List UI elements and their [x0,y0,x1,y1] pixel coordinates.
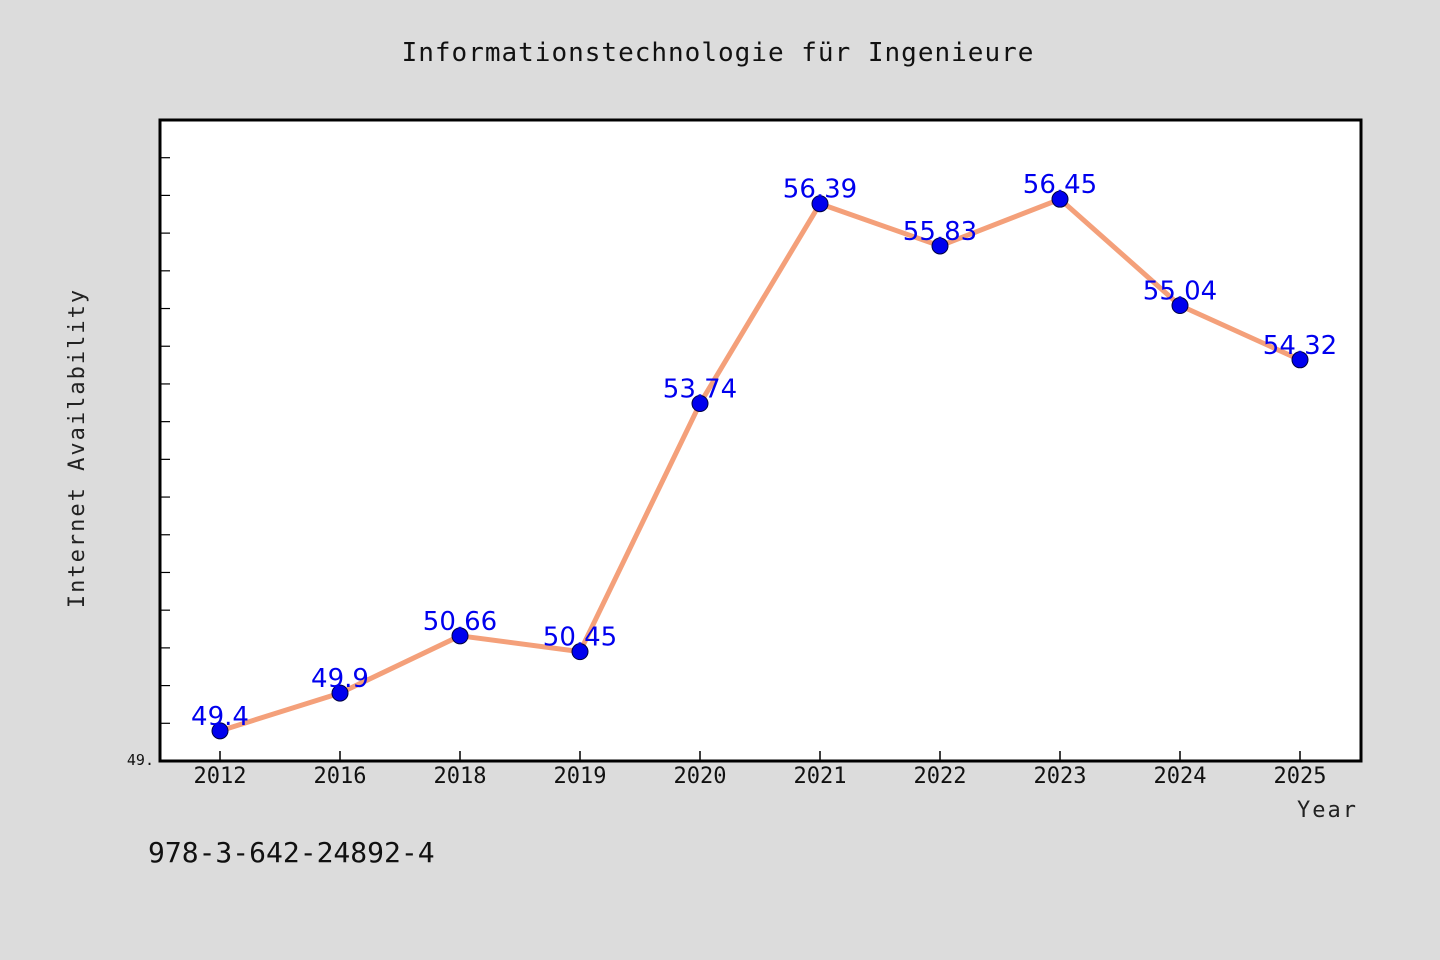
data-label: 50.45 [543,623,617,653]
data-label: 53.74 [663,375,737,405]
x-tick-label: 2025 [1274,764,1327,789]
data-point [331,684,349,702]
y-axis-label: Internet Availability [65,288,90,608]
data-label: 55.83 [903,217,977,247]
x-axis-label: Year [1297,798,1358,823]
x-tick-label: 2018 [434,764,487,789]
data-label: 54.32 [1263,331,1337,361]
data-label: 49.9 [311,664,369,694]
data-label: 56.45 [1023,170,1097,200]
data-point [691,395,709,413]
plot-area [158,118,1363,763]
x-tick-label: 2019 [554,764,607,789]
y-axis-tick-labels: 49. [127,751,154,769]
data-point [1171,297,1189,315]
data-label: 50.66 [423,607,497,637]
x-tick-label: 2023 [1034,764,1087,789]
data-label: 49.4 [191,702,249,732]
chart-title: Informationstechnologie für Ingenieure [402,38,1035,68]
data-label: 55.04 [1143,277,1217,307]
x-axis-ticks [219,751,1301,761]
series-line [219,196,1302,734]
x-tick-label: 2022 [914,764,967,789]
data-label: 56.39 [783,175,857,205]
x-tick-label: 2016 [314,764,367,789]
data-point [1291,351,1309,369]
series-markers [211,190,1309,740]
data-point [571,643,589,661]
data-point [1051,190,1069,208]
x-tick-label: 2021 [794,764,847,789]
data-point [211,722,229,740]
x-axis-tick-labels: 2012 2016 2018 2019 2020 2021 2022 2023 2024 2025 [194,764,1327,789]
isbn-footer: 978-3-642-24892-4 [148,836,435,869]
data-labels: 49.4 49.9 50.66 50.45 53.74 56.39 55.83 56.45 55… [191,170,1337,732]
data-point [811,195,829,213]
y-tick-label: 49. [127,751,154,769]
x-tick-label: 2020 [674,764,727,789]
y-axis-ticks [160,119,170,762]
x-tick-label: 2024 [1154,764,1207,789]
data-point [451,627,469,645]
x-tick-label: 2012 [194,764,247,789]
data-point [931,237,949,255]
